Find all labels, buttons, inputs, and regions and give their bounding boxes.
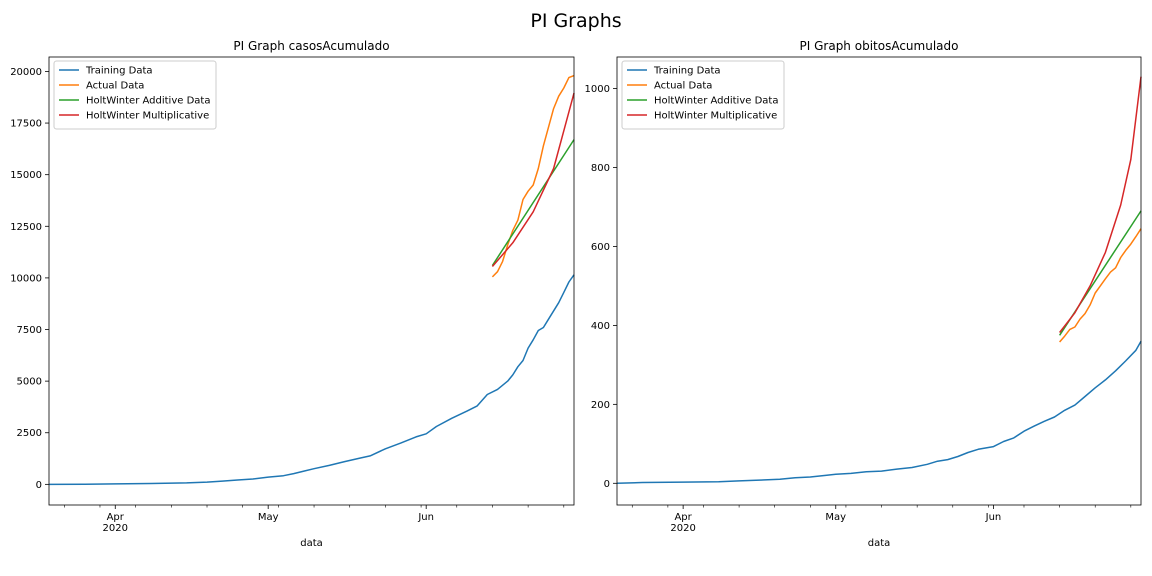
y-tick-label: 17500 bbox=[10, 119, 42, 130]
y-tick-label: 200 bbox=[591, 400, 610, 411]
legend-box bbox=[621, 60, 785, 130]
x-tick-label: Jun bbox=[417, 512, 434, 523]
y-tick-label: 15000 bbox=[10, 170, 42, 181]
y-tick-label: 800 bbox=[591, 163, 610, 174]
x-axis-label: data bbox=[868, 538, 891, 549]
chart-title: PI Graph obitosAcumulado bbox=[800, 39, 959, 53]
legend-label: Actual Data bbox=[654, 81, 712, 92]
series-line-additive bbox=[491, 139, 575, 266]
y-tick-label: 5000 bbox=[17, 377, 42, 388]
y-tick-label: 7500 bbox=[17, 325, 42, 336]
x-tick-year-label: 2020 bbox=[670, 523, 695, 534]
y-tick-label: 1000 bbox=[585, 84, 610, 95]
chart-title: PI Graph casosAcumulado bbox=[233, 39, 389, 53]
legend-label: Training Data bbox=[653, 66, 721, 77]
x-tick-label: Jun bbox=[985, 512, 1002, 523]
y-tick-label: 600 bbox=[591, 242, 610, 253]
series-line-multiplicative bbox=[491, 92, 575, 267]
x-tick-label: Apr bbox=[674, 512, 692, 523]
legend-label: HoltWinter Additive Data bbox=[654, 96, 778, 107]
x-tick-label: May bbox=[258, 512, 279, 523]
axes-frame bbox=[616, 56, 1142, 506]
x-tick-label: May bbox=[825, 512, 846, 523]
series-line-actual bbox=[1059, 228, 1142, 343]
x-tick-year-label: 2020 bbox=[103, 523, 128, 534]
legend-label: HoltWinter Additive Data bbox=[86, 96, 210, 107]
figure-suptitle: PI Graphs bbox=[530, 10, 621, 32]
left-chart-casos: PI Graph casosAcumulado 0 2500 5000 7500 1000… bbox=[10, 39, 575, 549]
y-tick-label: 20000 bbox=[10, 67, 42, 78]
legend-box bbox=[53, 60, 217, 130]
y-tick-label: 12500 bbox=[10, 222, 42, 233]
legend-label: Training Data bbox=[85, 66, 153, 77]
y-tick-label: 0 bbox=[36, 480, 42, 491]
series-line-multiplicative bbox=[1059, 76, 1142, 333]
series-line-training bbox=[616, 340, 1142, 485]
y-tick-label: 400 bbox=[591, 321, 610, 332]
legend-label: Actual Data bbox=[86, 81, 144, 92]
series-line-training bbox=[48, 274, 575, 486]
x-tick-label: Apr bbox=[107, 512, 125, 523]
y-tick-label: 2500 bbox=[17, 428, 42, 439]
y-tick-label: 10000 bbox=[10, 273, 42, 284]
legend-label: HoltWinter Multiplicative bbox=[86, 111, 209, 122]
y-tick-label: 0 bbox=[604, 479, 610, 490]
right-chart-obitos: PI Graph obitosAcumulado 0 200 400 600 800 100… bbox=[585, 39, 1142, 549]
axes-frame bbox=[48, 56, 575, 506]
x-axis-label: data bbox=[300, 538, 323, 549]
legend-label: HoltWinter Multiplicative bbox=[654, 111, 777, 122]
